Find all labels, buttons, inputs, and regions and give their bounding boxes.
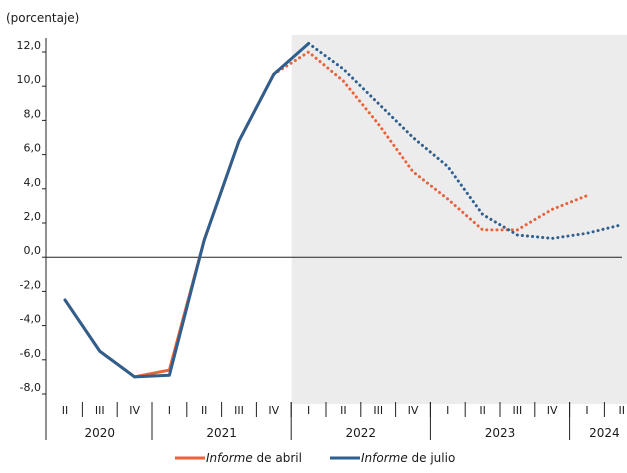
x-year-label: 2021 xyxy=(206,426,237,440)
series-0-solid-line xyxy=(63,72,276,379)
legend-label-1: Informe de julio xyxy=(361,451,455,465)
y-tick-label: -4,0 xyxy=(20,313,41,326)
y-tick-label: 8,0 xyxy=(24,107,42,120)
y-tick-label: 6,0 xyxy=(24,142,42,155)
y-tick-label: 0,0 xyxy=(24,244,42,257)
x-quarter-label: II xyxy=(201,404,208,417)
x-quarter-label: IV xyxy=(547,404,558,417)
x-quarter-label: III xyxy=(234,404,244,417)
series-lines xyxy=(63,41,624,379)
series-0-projection-line xyxy=(272,50,589,232)
x-year-label: 2020 xyxy=(85,426,116,440)
x-year-label: 2024 xyxy=(589,426,620,440)
x-year-label: 2022 xyxy=(346,426,377,440)
x-quarter-label: II xyxy=(340,404,347,417)
x-quarter-label: IV xyxy=(268,404,279,417)
y-axis: -8,0 -6,0 -4,0 -2,0 0,0 2,0 4,0 6,0 8,0 10,0 12,0 xyxy=(17,38,622,402)
forecast-shading xyxy=(291,35,627,404)
x-quarter-label: III xyxy=(373,404,383,417)
y-tick-label: -2,0 xyxy=(20,278,41,291)
x-quarter-label: IV xyxy=(129,404,140,417)
x-quarter-label: III xyxy=(513,404,523,417)
x-quarter-label: II xyxy=(619,404,626,417)
y-tick-label: -6,0 xyxy=(20,347,41,360)
series-1-solid-line xyxy=(63,41,311,379)
legend: Informe de abril Informe de julio xyxy=(175,451,455,465)
x-year-label: 2023 xyxy=(485,426,516,440)
legend-label-0: Informe de abril xyxy=(206,451,302,465)
y-tick-label: -8,0 xyxy=(20,381,41,394)
y-unit-label: (porcentaje) xyxy=(6,11,79,25)
x-quarter-label: I xyxy=(307,404,310,417)
series-1-projection-line xyxy=(307,41,624,240)
y-tick-label: 2,0 xyxy=(24,210,42,223)
x-quarter-label: II xyxy=(62,404,69,417)
y-tick-label: 12,0 xyxy=(17,39,42,52)
x-quarter-label: III xyxy=(95,404,105,417)
x-quarter-label: I xyxy=(168,404,171,417)
x-quarter-label: I xyxy=(585,404,588,417)
y-tick-label: 4,0 xyxy=(24,176,42,189)
x-quarter-label: II xyxy=(479,404,486,417)
x-quarter-label: I xyxy=(446,404,449,417)
x-quarter-label: IV xyxy=(408,404,419,417)
y-tick-label: 10,0 xyxy=(17,73,42,86)
